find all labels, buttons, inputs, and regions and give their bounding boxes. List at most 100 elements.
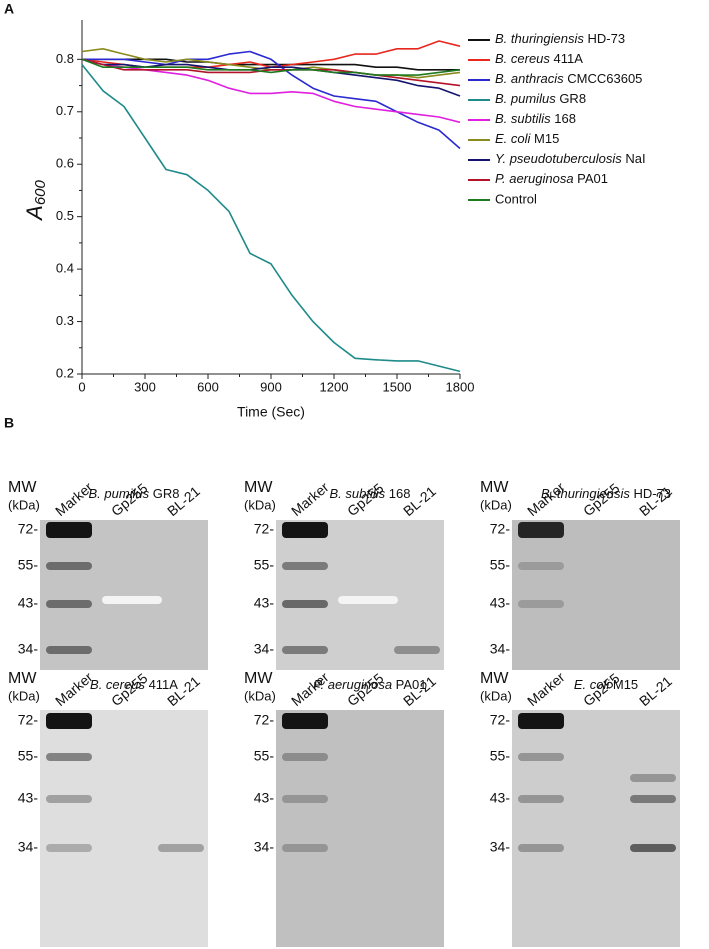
blot-title: B. pumilus GR8 [88,486,179,501]
marker-label: 72- [490,521,511,537]
unit-label: (kDa) [480,688,512,703]
lane-label: Marker [524,669,568,709]
blot-band [46,844,92,852]
blot-band [282,600,328,608]
x-tick-label: 0 [78,379,85,394]
marker-label: 72- [254,712,275,728]
blot-band [630,844,676,852]
blot-band [518,522,564,538]
blot-band [630,774,676,782]
y-axis-label: A600 [22,179,49,221]
panel-label: B [4,415,14,431]
mw-label: MW [480,670,509,687]
y-tick-label: 0.2 [56,365,74,380]
panel-label: A [4,1,14,17]
marker-label: 34- [254,641,275,657]
blot-image [512,710,680,947]
mw-label: MW [244,479,273,496]
mw-label: MW [244,670,273,687]
marker-label: 43- [254,595,275,611]
blot-band [518,600,564,608]
blot-band [46,646,92,654]
blot-title: P. aeruginosa PA01 [314,677,427,692]
mw-label: MW [480,479,509,496]
data-line [81,58,461,87]
x-tick-label: 900 [260,379,282,394]
marker-label: 43- [490,595,511,611]
blot-title: B. cereus 411A [90,677,178,692]
blot-image [276,710,444,947]
data-line [81,64,461,373]
blot-band [630,795,676,803]
legend-label: B. thuringiensis HD-73 [495,31,625,46]
blot-title: B. thuringiensis HD-73 [541,486,671,501]
blot-band [518,795,564,803]
marker-label: 43- [254,790,275,806]
marker-label: 34- [490,839,511,855]
blot-image [40,520,208,670]
blot-band [46,562,92,570]
marker-label: 55- [18,748,39,764]
blot-image [40,710,208,947]
marker-label: 72- [18,521,39,537]
x-tick-label: 600 [197,379,219,394]
unit-label: (kDa) [480,497,512,512]
blot-band [518,844,564,852]
marker-label: 43- [18,790,39,806]
marker-label: 72- [18,712,39,728]
marker-label: 55- [18,557,39,573]
lane-label: Marker [288,479,332,519]
y-tick-label: 0.3 [56,313,74,328]
marker-label: 55- [254,748,275,764]
marker-label: 34- [490,641,511,657]
marker-label: 72- [254,521,275,537]
legend-label: B. cereus 411A [495,51,583,66]
legend-label: Y. pseudotuberculosis NaI [495,151,646,166]
blot-band [46,522,92,538]
unit-label: (kDa) [8,688,40,703]
legend-label: Control [495,191,537,206]
unit-label: (kDa) [244,497,276,512]
legend-label: P. aeruginosa PA01 [495,171,608,186]
blot-band [394,646,440,654]
y-tick-label: 0.4 [56,261,74,276]
blot-band [282,562,328,570]
unit-label: (kDa) [8,497,40,512]
blot-band [518,713,564,729]
mw-label: MW [8,670,37,687]
blot-band [282,753,328,761]
blot-band [158,844,204,852]
blot-band [282,795,328,803]
blot-band [46,753,92,761]
marker-label: 55- [490,748,511,764]
x-tick-label: 300 [134,379,156,394]
data-line [81,48,461,79]
blot-title: E. coli M15 [574,677,638,692]
marker-label: 43- [18,595,39,611]
blot-band [46,600,92,608]
marker-label: 34- [18,641,39,657]
marker-label: 34- [18,839,39,855]
marker-label: 34- [254,839,275,855]
marker-label: 43- [490,790,511,806]
blot-band [282,713,328,729]
blot-band [518,753,564,761]
lane-label: BL-21 [636,673,675,709]
legend-label: B. subtilis 168 [495,111,576,126]
y-tick-label: 0.8 [56,51,74,66]
unit-label: (kDa) [244,688,276,703]
marker-label: 55- [490,557,511,573]
x-axis-label: Time (Sec) [237,404,305,420]
x-tick-label: 1500 [383,379,412,394]
blot-image [512,520,680,670]
x-tick-label: 1200 [320,379,349,394]
blot-image [276,520,444,670]
data-line [81,40,461,68]
blot-band [518,562,564,570]
blot-band [46,795,92,803]
